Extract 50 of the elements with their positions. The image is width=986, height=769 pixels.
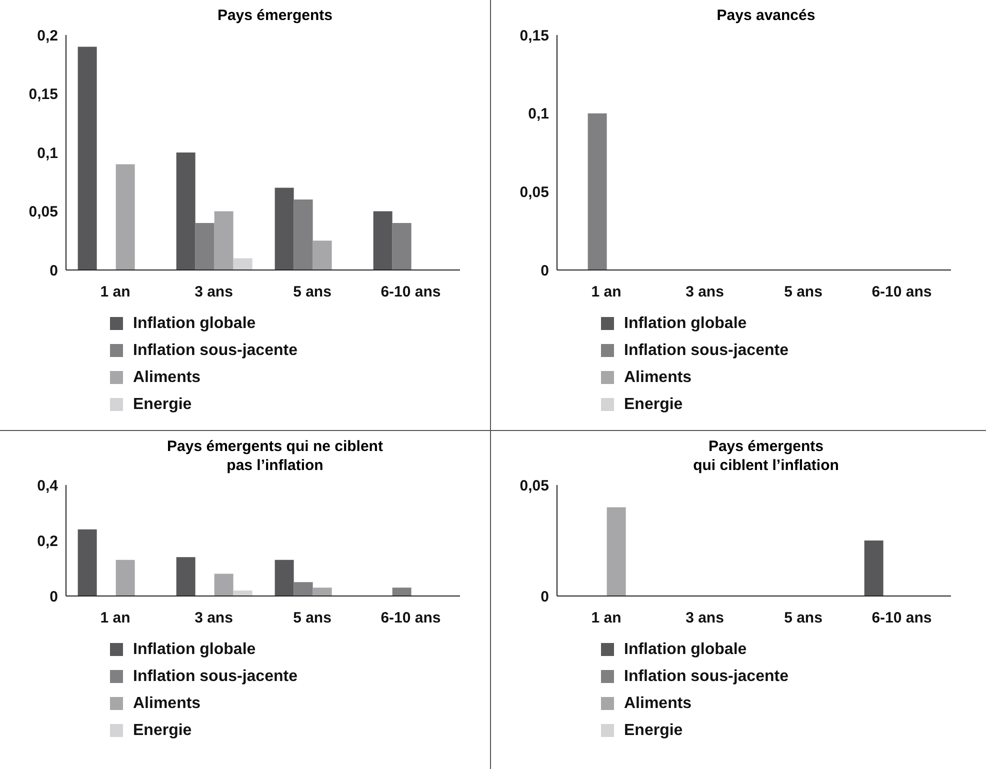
chart-title: Pays avancés bbox=[716, 6, 816, 25]
x-tick-label: 5 ans bbox=[784, 284, 822, 301]
x-tick-label: 6-10 ans bbox=[872, 610, 932, 627]
legend-label: Aliments bbox=[624, 368, 692, 386]
legend-label: Inflation globale bbox=[133, 640, 256, 658]
x-tick-label: 1 an bbox=[100, 284, 130, 301]
y-tick-label: 0,15 bbox=[28, 86, 58, 104]
legend-label: Inflation globale bbox=[624, 314, 747, 332]
y-tick-label: 0 bbox=[50, 588, 58, 606]
legend-label: Inflation sous-jacente bbox=[624, 342, 788, 360]
y-tick-label: 0,2 bbox=[37, 532, 58, 550]
y-tick-label: 0,2 bbox=[37, 27, 58, 44]
legend-label: Inflation globale bbox=[624, 640, 747, 658]
x-tick-label: 3 ans bbox=[686, 284, 724, 301]
legend-label: Energie bbox=[624, 722, 683, 740]
x-tick-label: 5 ans bbox=[293, 284, 332, 301]
y-tick-label: 0 bbox=[50, 262, 58, 280]
y-tick-label: 0,05 bbox=[520, 477, 549, 494]
x-tick-label: 1 an bbox=[591, 284, 622, 301]
chart-title: Pays émergents bbox=[216, 6, 334, 25]
legend-label: Inflation globale bbox=[133, 314, 256, 332]
y-tick-label: 0 bbox=[540, 262, 549, 280]
x-tick-label: 6-10 ans bbox=[380, 284, 441, 301]
y-tick-label: 0,1 bbox=[37, 144, 58, 162]
x-tick-label: 6-10 ans bbox=[872, 284, 932, 301]
x-tick-label: 1 an bbox=[591, 610, 622, 627]
x-tick-label: 1 an bbox=[100, 610, 130, 627]
x-tick-label: 6-10 ans bbox=[380, 610, 441, 627]
legend-label: Energie bbox=[133, 722, 192, 740]
x-tick-label: 3 ans bbox=[194, 284, 233, 301]
y-tick-label: 0,05 bbox=[520, 184, 549, 201]
x-tick-label: 5 ans bbox=[784, 610, 822, 627]
y-tick-label: 0,05 bbox=[28, 204, 58, 221]
chart-title: Pays émergents qui ne ciblent pas l’inflation bbox=[166, 437, 384, 475]
y-tick-label: 0,1 bbox=[528, 106, 549, 123]
x-tick-label: 5 ans bbox=[293, 610, 332, 627]
legend-label: Aliments bbox=[133, 368, 201, 386]
legend-label: Aliments bbox=[624, 694, 692, 712]
legend-label: Energie bbox=[624, 396, 683, 414]
chart-title: Pays émergents qui ciblent l’inflation bbox=[692, 437, 840, 475]
legend-label: Inflation sous-jacente bbox=[133, 668, 298, 686]
legend-label: Inflation sous-jacente bbox=[133, 342, 298, 360]
y-tick-label: 0,15 bbox=[520, 27, 549, 44]
legend-label: Energie bbox=[133, 396, 192, 414]
x-tick-label: 3 ans bbox=[686, 610, 724, 627]
legend-label: Inflation sous-jacente bbox=[624, 668, 788, 686]
legend-label: Aliments bbox=[133, 694, 201, 712]
y-tick-label: 0 bbox=[540, 588, 549, 606]
x-tick-label: 3 ans bbox=[194, 610, 233, 627]
y-tick-label: 0,4 bbox=[37, 477, 59, 494]
